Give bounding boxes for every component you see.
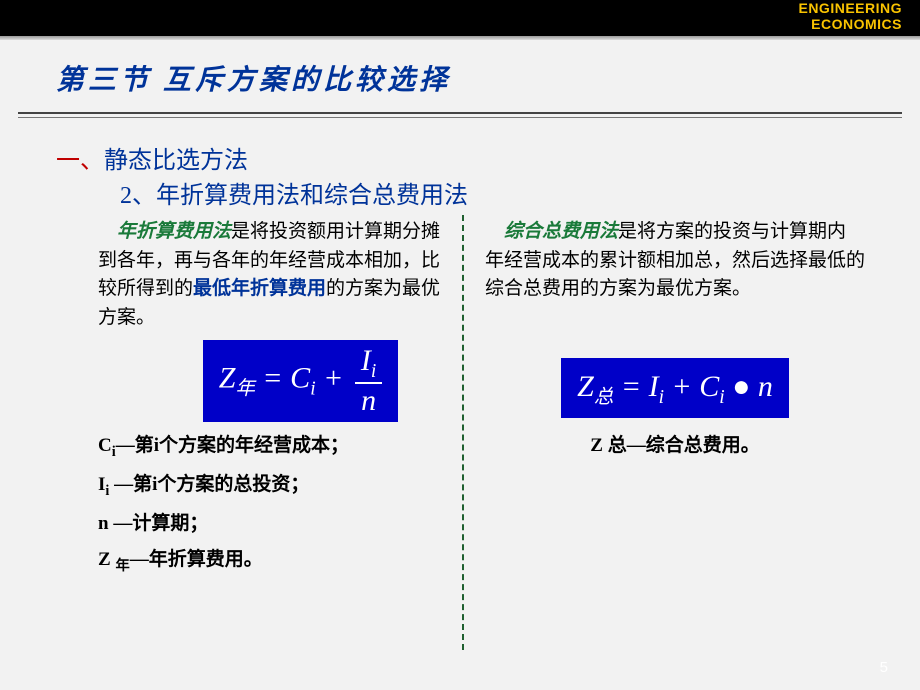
right-column: 综合总费用法是将方案的投资与计算期内年经营成本的累计额相加总，然后选择最低的综合… xyxy=(485,218,865,460)
def-i: Ii —第i个方案的总投资； xyxy=(98,471,443,502)
section1-text: 静态比选方法 xyxy=(104,148,248,174)
brand: ENGINEERING ECONOMICS xyxy=(798,0,902,32)
left-paragraph: 年折算费用法是将投资额用计算期分摊到各年，再与各年的年经营成本相加，比较所得到的… xyxy=(98,218,443,332)
left-emph: 最低年折算费用 xyxy=(193,278,326,299)
def-z: Z 年—年折算费用。 xyxy=(98,546,443,577)
def-c: Ci—第i个方案的年经营成本； xyxy=(98,432,443,463)
left-formula: Z年 = Ci + Iin xyxy=(203,340,399,422)
left-definitions: Ci—第i个方案的年经营成本； Ii —第i个方案的总投资； n —计算期； Z… xyxy=(98,432,443,578)
right-formula: Z总 = Ii + Ci ● n xyxy=(561,358,789,418)
header-strip: ENGINEERING ECONOMICS xyxy=(0,0,920,36)
section-heading-1: 一、静态比选方法 xyxy=(56,140,248,175)
right-formula-wrap: Z总 = Ii + Ci ● n xyxy=(485,352,865,418)
section1-number: 一、 xyxy=(56,148,104,174)
left-column: 年折算费用法是将投资额用计算期分摊到各年，再与各年的年经营成本相加，比较所得到的… xyxy=(98,218,443,586)
page-number: 5 xyxy=(876,659,892,676)
brand-line1: ENGINEERING xyxy=(798,0,902,16)
right-definition: Z 总—综合总费用。 xyxy=(485,432,865,461)
left-lead-term: 年折算费用法 xyxy=(117,221,231,242)
slide-title: 第三节 互斥方案的比较选择 xyxy=(56,58,451,98)
section-heading-2: 2、年折算费用法和综合总费用法 xyxy=(120,175,468,210)
brand-line2: ECONOMICS xyxy=(811,16,902,32)
left-formula-wrap: Z年 = Ci + Iin xyxy=(158,334,443,422)
vertical-divider xyxy=(462,215,464,650)
title-underline xyxy=(18,112,902,118)
right-lead-term: 综合总费用法 xyxy=(504,221,618,242)
def-n: n —计算期； xyxy=(98,510,443,539)
right-paragraph: 综合总费用法是将方案的投资与计算期内年经营成本的累计额相加总，然后选择最低的综合… xyxy=(485,218,865,304)
